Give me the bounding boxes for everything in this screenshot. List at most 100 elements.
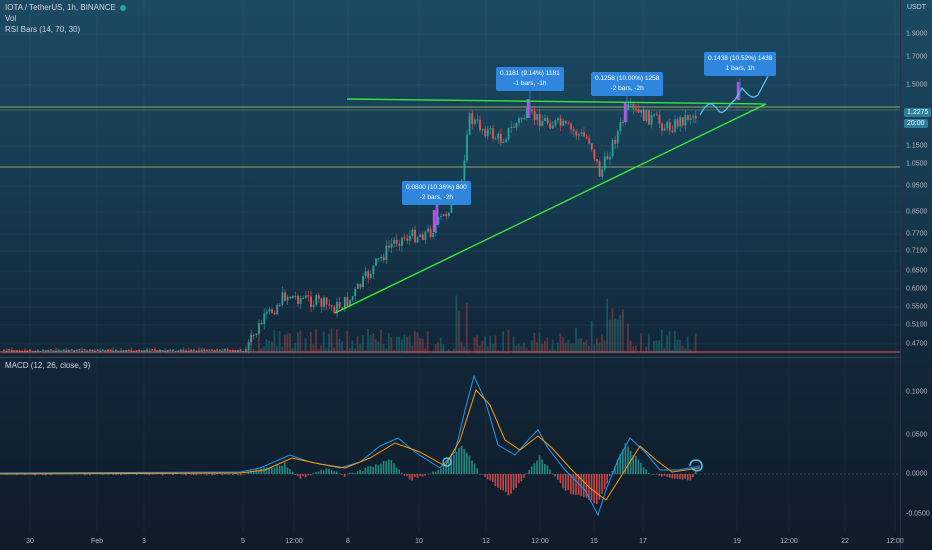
- macd-histogram-bar: [585, 474, 588, 498]
- candle-body: [557, 118, 559, 121]
- macd-histogram-bar: [635, 455, 637, 474]
- candle-body: [505, 139, 507, 142]
- candle-body: [221, 350, 224, 353]
- candle-body: [55, 350, 57, 353]
- macd-histogram-bar: [663, 474, 666, 476]
- macd-histogram-bar: [221, 474, 224, 476]
- volume-bar: [390, 337, 393, 353]
- volume-bar: [424, 348, 427, 353]
- price-tick-label: 0.7700: [906, 230, 928, 238]
- candle-body: [614, 139, 617, 144]
- candle-body: [577, 133, 580, 136]
- candle-body: [364, 271, 367, 277]
- candle-body: [687, 115, 689, 120]
- volume-bar: [686, 336, 689, 353]
- candle-body: [291, 295, 294, 299]
- candle-body: [653, 114, 656, 116]
- candle-body: [304, 295, 307, 298]
- volume-bar: [291, 348, 294, 353]
- date-tick-label: 15: [590, 538, 598, 545]
- volume-bar: [575, 328, 577, 353]
- candle-body: [143, 350, 146, 352]
- volume-bar: [265, 338, 268, 353]
- candle-body: [570, 123, 572, 130]
- candle-body: [606, 156, 609, 160]
- callout-line2: 1 bars, 1h: [725, 65, 755, 72]
- volume-bar: [590, 320, 593, 353]
- macd-histogram-bar: [666, 474, 668, 477]
- macd-histogram-bar: [687, 474, 689, 481]
- candle-body: [471, 113, 474, 125]
- volume-bar: [250, 332, 252, 353]
- macd-histogram-bar: [523, 474, 525, 478]
- candle-body: [694, 115, 697, 119]
- macd-histogram-bar: [271, 466, 273, 474]
- candle-body: [544, 118, 546, 121]
- volume-bar: [653, 340, 655, 353]
- volume-bar: [16, 351, 18, 353]
- candle-body: [273, 313, 276, 315]
- volume-bar: [416, 332, 419, 353]
- macd-histogram-bar: [479, 474, 481, 475]
- candle-body: [198, 350, 200, 353]
- macd-histogram-bar: [99, 473, 101, 475]
- macd-histogram-bar: [549, 469, 551, 474]
- macd-histogram-bar: [679, 474, 681, 480]
- macd-histogram-bar: [299, 474, 302, 479]
- volume-bar: [257, 329, 260, 353]
- market-open-dot: [119, 4, 126, 11]
- macd-histogram-bar: [564, 474, 567, 491]
- candle-body: [343, 296, 346, 309]
- candle-body: [317, 295, 320, 299]
- candle-body: [692, 115, 695, 118]
- candle-body: [533, 111, 536, 121]
- volume-bar: [476, 335, 479, 353]
- rsi-highlight-bar: [432, 210, 436, 232]
- measure-callout-4: 0.1438 (10.52%) 1438 1 bars, 1h: [704, 52, 777, 76]
- macd-histogram-bar: [611, 471, 614, 474]
- candle-body: [333, 306, 336, 314]
- macd-histogram-bar: [63, 474, 65, 475]
- macd-histogram-bar: [351, 472, 354, 474]
- candle-body: [341, 307, 344, 309]
- candle-body: [151, 349, 154, 351]
- volume-bar: [304, 338, 307, 353]
- rsi-highlight-bar: [623, 103, 627, 122]
- macd-histogram-bar: [346, 473, 348, 475]
- callout-line1: 0.1258 (10.00%) 1258: [595, 75, 660, 82]
- volume-bar: [276, 346, 278, 353]
- volume-bar: [629, 340, 632, 353]
- candle-body: [432, 232, 435, 238]
- volume-bar: [398, 336, 401, 353]
- volume-bar: [426, 331, 429, 353]
- candle-body: [388, 245, 390, 248]
- pane-divider[interactable]: [0, 357, 900, 358]
- candle-body: [278, 305, 281, 307]
- candle-body: [346, 296, 349, 307]
- callout-line1: 0.0800 (10.36%) 800: [406, 184, 467, 191]
- volume-bar: [242, 350, 245, 353]
- volume-bar: [463, 346, 466, 353]
- volume-bar: [211, 352, 213, 353]
- macd-histogram-bar: [395, 467, 398, 474]
- macd-histogram-bar: [125, 474, 127, 475]
- volume-bar: [491, 344, 494, 353]
- candle-body: [419, 234, 422, 238]
- candle-body: [114, 349, 117, 352]
- macd-histogram-bar: [492, 474, 494, 482]
- candle-body: [226, 349, 229, 351]
- candle-body: [575, 131, 578, 136]
- candle-body: [411, 229, 414, 236]
- macd-histogram-bar: [661, 474, 663, 477]
- candle-body: [622, 122, 624, 124]
- volume-bar: [408, 335, 411, 353]
- candle-body: [5, 350, 8, 353]
- volume-bar: [679, 339, 681, 353]
- candle-body: [356, 283, 359, 289]
- macd-histogram-bar: [580, 474, 582, 497]
- candle-body: [663, 128, 666, 131]
- macd-histogram-bar: [429, 473, 432, 475]
- volume-bar: [387, 333, 390, 353]
- macd-histogram-bar: [362, 470, 364, 474]
